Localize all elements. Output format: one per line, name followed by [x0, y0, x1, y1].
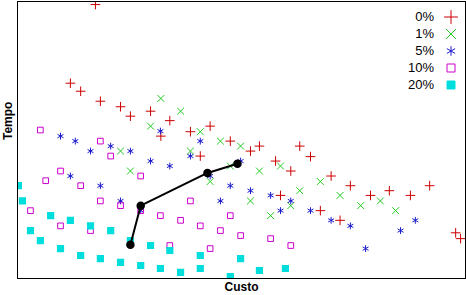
html-text:5%: 5% [415, 43, 434, 58]
svg-text:Custo: Custo [225, 280, 259, 294]
html-text:1%: 1% [415, 26, 434, 41]
html-text:10%: 10% [408, 60, 434, 75]
html-text:0%: 0% [415, 9, 434, 24]
svg-text:Tempo: Tempo [1, 102, 15, 140]
html-text:20%: 20% [408, 77, 434, 92]
